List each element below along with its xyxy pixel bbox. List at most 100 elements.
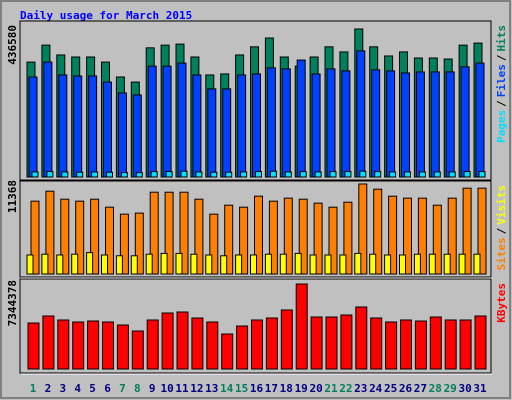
x-tick-label: 2: [45, 382, 52, 395]
bar: [324, 254, 332, 275]
bar: [250, 254, 257, 275]
bar: [145, 253, 153, 275]
bar: [478, 171, 486, 178]
bar: [235, 254, 243, 275]
bar: [309, 254, 317, 275]
bar: [176, 311, 189, 370]
x-tick-label: 24: [369, 382, 383, 395]
bar: [42, 315, 55, 370]
x-tick-label: 23: [354, 382, 367, 395]
bar: [325, 316, 338, 370]
bar: [298, 198, 308, 275]
bar: [404, 171, 411, 178]
bar: [236, 325, 249, 370]
bar: [149, 191, 159, 275]
bar: [162, 65, 172, 178]
bar: [86, 252, 94, 275]
bar: [225, 171, 233, 178]
x-tick-label: 17: [265, 382, 278, 395]
bar: [150, 171, 158, 178]
bar: [61, 171, 69, 178]
x-tick-label: 31: [473, 382, 487, 395]
x-tick-label: 12: [190, 382, 203, 395]
bar: [179, 191, 189, 275]
x-tick-label: 10: [160, 382, 173, 395]
bar: [296, 59, 306, 178]
y-tick-label: 7344378: [6, 280, 19, 326]
bar: [284, 171, 292, 178]
x-tick-label: 4: [74, 382, 81, 395]
bar: [207, 88, 217, 178]
bar: [252, 73, 261, 178]
bar: [294, 252, 302, 275]
bar: [295, 283, 308, 370]
x-tick-label: 7: [119, 382, 126, 395]
x-tick-label: 18: [280, 382, 293, 395]
x-tick-label: 11: [175, 382, 189, 395]
x-tick-label: 8: [134, 382, 141, 395]
bar: [255, 171, 262, 178]
bar: [266, 67, 276, 178]
bar: [475, 62, 485, 178]
bar: [385, 321, 398, 370]
bar: [355, 306, 368, 370]
bar: [310, 316, 323, 370]
bar: [190, 253, 198, 275]
bar: [164, 191, 174, 275]
bar: [443, 253, 451, 275]
bar: [41, 253, 49, 275]
bar: [388, 195, 398, 275]
bar: [463, 171, 471, 178]
bar: [432, 204, 442, 275]
bar: [131, 330, 144, 370]
bar: [210, 171, 218, 178]
bar: [356, 50, 366, 178]
bar: [430, 71, 440, 178]
x-tick-label: 28: [429, 382, 442, 395]
bar: [135, 172, 143, 178]
bar: [130, 255, 138, 275]
bar: [28, 76, 38, 178]
bar: [374, 171, 382, 178]
bar: [401, 72, 410, 178]
x-tick-label: 22: [339, 382, 352, 395]
bar: [194, 198, 204, 275]
bar: [400, 319, 412, 370]
bar: [264, 253, 272, 275]
bar: [474, 315, 487, 370]
x-tick-label: 20: [309, 382, 322, 395]
bar: [58, 74, 68, 178]
bar: [339, 254, 347, 275]
bar: [371, 69, 381, 178]
bar: [413, 253, 421, 275]
bar: [90, 198, 100, 275]
bar: [27, 322, 40, 370]
bar: [175, 252, 183, 275]
bar: [43, 61, 53, 178]
legend-entry: Visits: [495, 185, 508, 225]
bar: [311, 73, 321, 178]
x-tick-label: 26: [399, 382, 413, 395]
bar: [447, 197, 457, 275]
bar: [26, 254, 34, 275]
x-tick-label: 3: [59, 382, 66, 395]
x-tick-label: 30: [458, 382, 471, 395]
bar: [30, 200, 40, 275]
bar: [265, 317, 278, 370]
bar: [460, 66, 470, 178]
bar: [76, 171, 84, 178]
bar: [370, 317, 383, 370]
bar: [417, 197, 427, 275]
x-tick-label: 21: [324, 382, 338, 395]
bar: [87, 320, 100, 370]
x-tick-label: 14: [220, 382, 234, 395]
bar: [57, 319, 70, 370]
bar: [477, 187, 487, 275]
bar: [359, 170, 367, 178]
x-tick-label: 15: [235, 382, 248, 395]
bar: [341, 70, 351, 178]
bar: [180, 170, 188, 178]
bar: [354, 252, 362, 275]
chart-title: Daily usage for March 2015: [20, 9, 192, 22]
